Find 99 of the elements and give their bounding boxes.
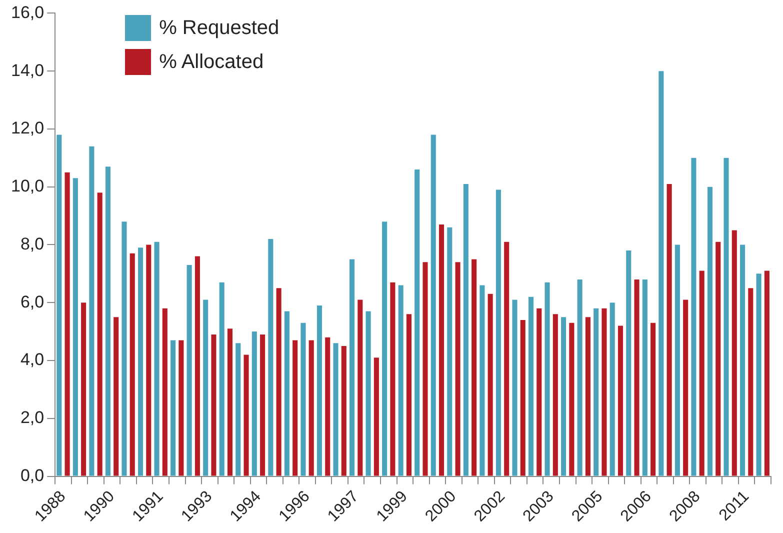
bar — [244, 354, 249, 476]
bar — [325, 337, 330, 476]
bar — [284, 311, 290, 476]
bar — [512, 300, 518, 476]
bar — [764, 270, 770, 476]
bar — [366, 311, 371, 476]
bar — [683, 300, 688, 476]
bar — [536, 308, 542, 476]
bar — [552, 314, 558, 476]
bar — [138, 248, 144, 476]
bar — [594, 308, 599, 476]
bar — [114, 317, 119, 476]
bar — [72, 178, 78, 476]
y-tick-label: 8,0 — [20, 234, 44, 254]
bar — [333, 343, 338, 476]
bar — [496, 190, 501, 476]
bar — [463, 184, 468, 476]
bar — [97, 192, 102, 476]
bar — [430, 134, 436, 476]
bar — [642, 279, 648, 476]
bar — [56, 134, 62, 476]
bar — [569, 322, 574, 476]
bar — [666, 184, 672, 476]
bar — [422, 262, 428, 476]
bar — [740, 244, 746, 476]
bar — [227, 328, 233, 476]
bar — [748, 288, 754, 476]
bar — [626, 250, 632, 476]
bar — [438, 224, 444, 476]
bar — [472, 259, 477, 476]
bar — [618, 326, 624, 476]
bar — [390, 282, 396, 476]
bar — [610, 302, 615, 476]
bar — [414, 169, 420, 476]
bar — [724, 158, 729, 476]
bar — [186, 264, 192, 476]
bar — [308, 340, 314, 476]
bar — [716, 242, 721, 476]
bar — [382, 222, 388, 476]
bar — [585, 317, 590, 476]
bar — [211, 334, 216, 476]
bar — [455, 262, 460, 476]
bar — [480, 285, 485, 476]
bar — [374, 358, 379, 476]
bar — [504, 242, 510, 476]
y-tick-label: 16,0 — [10, 2, 44, 22]
bar — [194, 256, 200, 476]
bar — [276, 288, 282, 476]
bar — [650, 322, 656, 476]
bar — [447, 227, 452, 476]
bar — [146, 244, 152, 476]
bar — [268, 238, 274, 476]
bar — [561, 317, 566, 476]
bar — [732, 230, 737, 476]
bar — [350, 259, 355, 476]
bar — [162, 308, 168, 476]
bar — [252, 332, 257, 476]
bar — [89, 146, 94, 476]
bar — [634, 279, 640, 476]
y-tick-label: 0,0 — [20, 466, 44, 485]
bar — [577, 279, 582, 476]
bar — [406, 314, 412, 476]
bar — [300, 322, 306, 476]
y-tick-label: 6,0 — [20, 292, 44, 312]
y-tick-label: 2,0 — [20, 408, 44, 428]
legend-label: % Requested — [159, 16, 280, 40]
y-tick-label: 10,0 — [10, 176, 44, 196]
y-tick-label: 4,0 — [20, 350, 44, 370]
bar — [178, 340, 184, 476]
bar — [488, 294, 493, 476]
y-tick-label: 12,0 — [10, 118, 44, 138]
y-tick-label: 14,0 — [10, 60, 44, 80]
bar — [203, 300, 208, 476]
bar — [520, 320, 526, 476]
bar — [64, 172, 70, 476]
bar — [358, 300, 363, 476]
bar — [130, 253, 135, 476]
bar — [81, 302, 86, 476]
bar — [756, 274, 762, 476]
bar — [292, 340, 298, 476]
bar — [691, 158, 696, 476]
bar — [398, 285, 404, 476]
bar — [170, 340, 176, 476]
bar — [260, 334, 266, 476]
bar — [341, 346, 346, 476]
bar — [544, 282, 550, 476]
bar — [699, 270, 704, 476]
bar — [236, 343, 241, 476]
bar — [674, 244, 680, 476]
bar — [122, 222, 127, 476]
bar — [658, 71, 664, 476]
legend-label: % Allocated — [159, 50, 264, 74]
bar — [528, 296, 534, 476]
bar — [219, 282, 224, 476]
bar — [105, 166, 110, 476]
bar — [316, 306, 322, 476]
bar — [602, 308, 607, 476]
bar — [707, 186, 713, 476]
bar — [154, 242, 160, 476]
